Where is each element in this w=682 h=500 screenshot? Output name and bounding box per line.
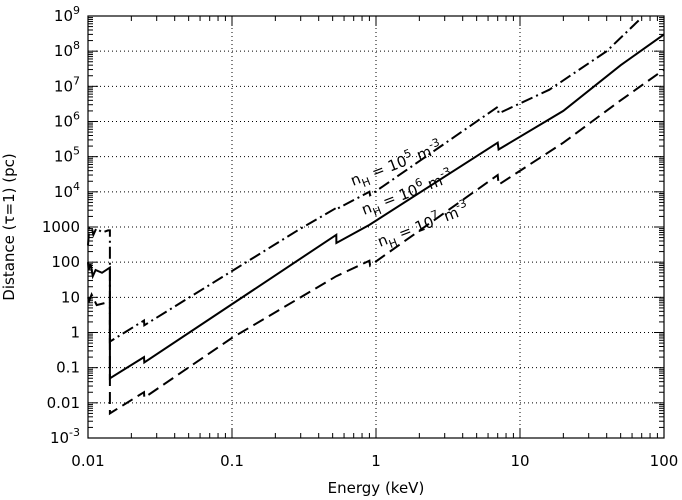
x-tick-label: 0.01	[71, 452, 104, 470]
y-tick-label: 1000	[42, 218, 80, 236]
y-tick-label: 108	[54, 39, 80, 60]
y-tick-label: 0.01	[47, 394, 80, 412]
series-group	[87, 16, 665, 416]
y-tick-label: 10-3	[50, 426, 80, 447]
y-axis-title: Distance (τ=1) (pc)	[0, 153, 18, 300]
series-line-solid	[87, 33, 665, 381]
x-tick-labels: 0.01 0.1 1 10 100	[71, 452, 678, 470]
x-tick-label: 0.1	[220, 452, 244, 470]
y-tick-label: 104	[54, 180, 80, 201]
grid-lines	[88, 16, 664, 438]
x-tick-label: 10	[510, 452, 529, 470]
y-tick-label: 1	[70, 324, 80, 342]
series-line-dashdot	[87, 16, 643, 344]
y-tick-label: 105	[54, 145, 80, 166]
axis-ticks	[87, 15, 664, 439]
y-tick-label: 100	[51, 253, 80, 271]
y-tick-label: 106	[54, 110, 80, 131]
series-line-dashed	[87, 68, 665, 416]
y-tick-label: 10	[61, 288, 80, 306]
y-tick-label: 109	[54, 4, 80, 25]
y-tick-label: 107	[54, 74, 80, 95]
x-tick-label: 1	[371, 452, 381, 470]
y-tick-label: 0.1	[56, 359, 80, 377]
y-tick-labels: 10-3 0.01 0.1 1 10 100 1000 104 105 106 107 108 109	[42, 4, 80, 447]
x-axis-title: Energy (keV)	[328, 479, 425, 497]
x-tick-label: 100	[650, 452, 679, 470]
